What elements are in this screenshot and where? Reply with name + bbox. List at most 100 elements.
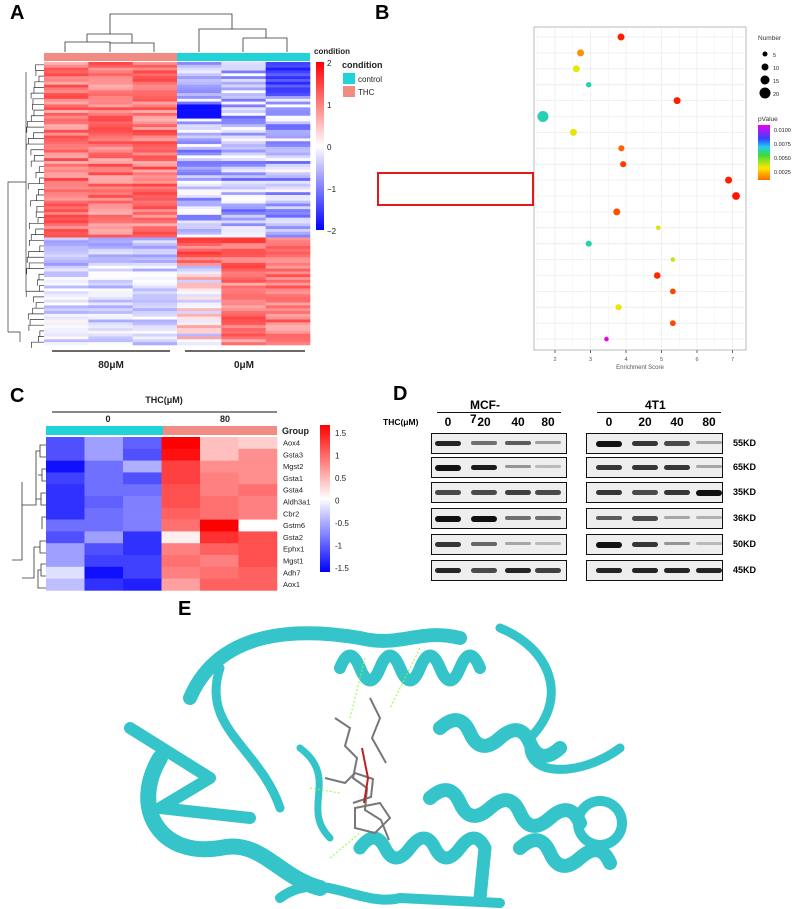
heatmap-cell (265, 64, 311, 68)
heatmap-cell (177, 262, 222, 267)
heatmap-cell (44, 172, 89, 176)
hydrogen-bonds (309, 647, 421, 859)
panel-label-e: E (178, 598, 192, 620)
heatmap-cell (161, 472, 201, 485)
heatmap-cell (221, 282, 266, 286)
protein-band (535, 464, 561, 468)
heatmap-cell (132, 110, 178, 114)
heatmap-cell (44, 73, 89, 77)
heatmap-cell (177, 294, 222, 298)
plot-area (533, 26, 747, 351)
protein-band (471, 440, 497, 445)
heatmap-cell (265, 333, 311, 337)
panel-label-c: C (10, 385, 25, 407)
heatmap-cell (132, 339, 178, 343)
heatmap-cell (88, 308, 133, 312)
heatmap-cell (44, 121, 89, 125)
heatmap-cell (177, 161, 222, 165)
heatmap-cell (132, 132, 178, 136)
heatmap-cell (84, 472, 124, 485)
heatmap-cell (88, 93, 133, 97)
heatmap-cell (265, 112, 311, 117)
heatmap-cell (84, 566, 124, 579)
heatmap-cell (44, 206, 89, 210)
colorbar-title: condition (314, 47, 350, 56)
heatmap-cell (221, 240, 266, 244)
heatmap-cell (265, 200, 311, 204)
colorbar-tick: -0.5 (335, 519, 349, 528)
colorbar-a (316, 62, 324, 230)
heatmap-cell (132, 178, 178, 182)
heatmap-cell (132, 313, 178, 317)
heatmap-cell (265, 135, 311, 139)
heatmap-cell (44, 76, 89, 80)
heatmap-cell (88, 237, 133, 241)
protein-band (632, 567, 658, 574)
heatmap-cell (161, 531, 201, 544)
heatmap-cell (177, 178, 222, 182)
x-axis-label: Enrichment Score (616, 365, 664, 371)
heatmap-cell (132, 279, 178, 284)
panel-label-b: B (375, 2, 390, 24)
heatmap-cell (88, 175, 133, 179)
colorbar-c (320, 425, 330, 572)
size-legend-title: Number (758, 35, 782, 42)
heatmap-cell (46, 484, 85, 497)
heatmap-cell (177, 132, 222, 136)
heatmap-cell (265, 271, 311, 275)
heatmap-cell (265, 90, 311, 94)
heatmap-cell (44, 166, 89, 170)
heatmap-cell (177, 322, 222, 326)
heatmap-cell (44, 195, 89, 199)
protein-band (696, 567, 722, 574)
heatmap-cell (265, 95, 311, 100)
heatmap-cell (177, 73, 222, 77)
dose-label-mcf7: 0 (444, 415, 452, 429)
data-point (618, 145, 625, 152)
heatmap-cell (44, 144, 89, 148)
color-legend-title: pValue (758, 116, 778, 123)
pvalue-tick: 0.0025 (774, 170, 791, 176)
heatmap-cell (265, 146, 311, 151)
helix-ribbon (334, 649, 486, 687)
heatmap-cell (44, 231, 89, 235)
heatmap-cell (44, 285, 89, 289)
protein-band (505, 515, 531, 520)
protein-band (471, 541, 497, 547)
heatmap-cell (88, 291, 133, 295)
heatmap-cell (265, 311, 311, 315)
heatmap-cell (88, 248, 133, 252)
heatmap-cell (88, 161, 133, 165)
heatmap-cell (221, 169, 266, 173)
heatmap-cell (88, 223, 133, 227)
heatmap-cell (265, 178, 311, 182)
heatmap-cell (44, 291, 89, 295)
data-point (617, 33, 625, 41)
heatmap-cell (221, 183, 266, 187)
heatmap-cell (265, 313, 311, 317)
panel-label-d: D (393, 383, 408, 405)
data-point (577, 49, 585, 57)
heatmap-cell (88, 84, 133, 88)
heatmap-cell (265, 206, 311, 210)
heatmap-cell (221, 328, 266, 332)
heatmap-cell (44, 268, 89, 272)
group-label-control: 0μM (234, 360, 254, 371)
protein-band (471, 515, 497, 522)
heatmap-cell (177, 279, 222, 284)
heatmap-cell (46, 448, 85, 461)
heatmap-cell (221, 262, 266, 267)
heatmap-cell (88, 288, 133, 292)
heatmap-cell (132, 127, 178, 131)
data-point (615, 304, 622, 311)
heatmap-cell (88, 87, 133, 91)
helix-ribbon (353, 831, 492, 905)
colorbar-tick: 1 (335, 452, 340, 461)
heatmap-cell (46, 496, 85, 509)
underline-4t1 (597, 412, 721, 413)
heatmap-cell (88, 336, 133, 340)
heatmap-cell (200, 555, 239, 568)
heatmap-cell (177, 84, 222, 88)
heatmap-cell (221, 107, 266, 111)
heatmap-cell (161, 578, 201, 591)
